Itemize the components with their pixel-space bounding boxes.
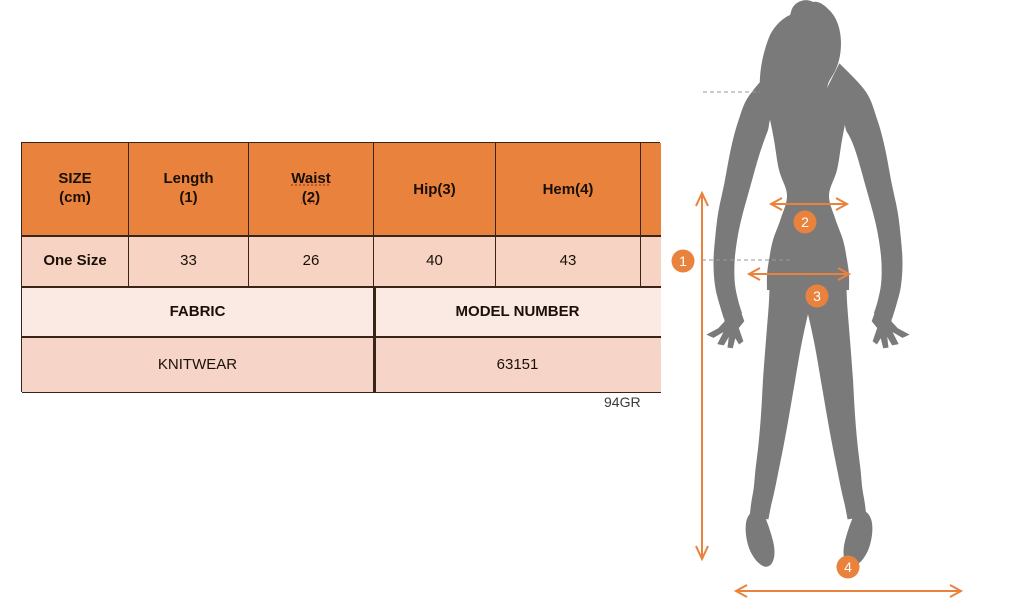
svg-text:3: 3 [813, 288, 821, 304]
svg-text:1: 1 [679, 253, 687, 269]
svg-text:2: 2 [801, 214, 809, 230]
svg-text:4: 4 [844, 559, 852, 575]
